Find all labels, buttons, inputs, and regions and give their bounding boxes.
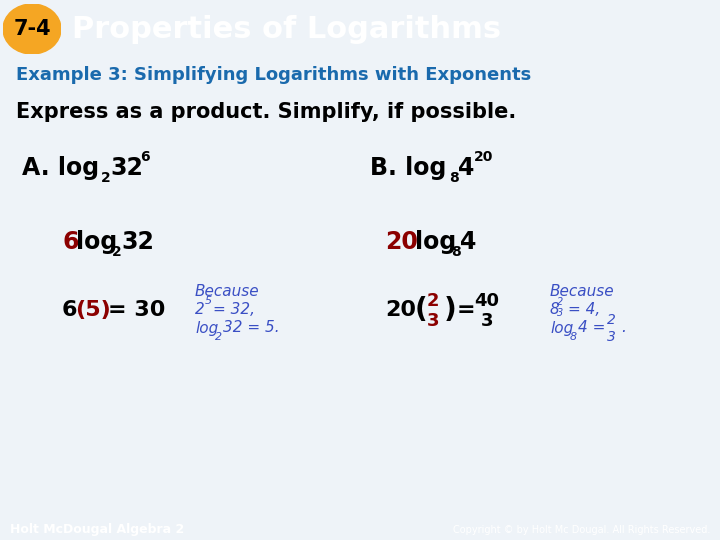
Text: 32 = 5.: 32 = 5.	[223, 321, 279, 335]
Ellipse shape	[3, 4, 61, 54]
Text: 20: 20	[474, 150, 493, 164]
Text: 2: 2	[215, 332, 222, 342]
Text: 2: 2	[101, 171, 111, 185]
Text: 6: 6	[62, 300, 78, 320]
Text: 3: 3	[427, 312, 439, 330]
Text: Holt McDougal Algebra 2: Holt McDougal Algebra 2	[10, 523, 184, 537]
Text: 2: 2	[557, 297, 563, 307]
Text: 2: 2	[606, 313, 616, 327]
Text: Properties of Logarithms: Properties of Logarithms	[72, 15, 501, 44]
Text: 5: 5	[205, 296, 212, 306]
Text: 8: 8	[449, 171, 459, 185]
Text: Express as a product. Simplify, if possible.: Express as a product. Simplify, if possi…	[16, 102, 516, 122]
Text: 2: 2	[112, 245, 122, 259]
Text: 3: 3	[481, 312, 493, 330]
Text: 8: 8	[550, 302, 559, 318]
Text: 6: 6	[62, 230, 78, 254]
Text: = 30: = 30	[108, 300, 166, 320]
Text: 32: 32	[110, 156, 143, 180]
Text: (: (	[415, 296, 428, 324]
Text: .: .	[621, 321, 626, 335]
Text: log: log	[195, 321, 218, 335]
Text: log: log	[550, 321, 573, 335]
Text: 6: 6	[140, 150, 150, 164]
Text: =: =	[457, 300, 476, 320]
Text: log: log	[415, 230, 456, 254]
Text: 32: 32	[121, 230, 154, 254]
Text: 8: 8	[570, 332, 577, 342]
Text: 20: 20	[385, 300, 416, 320]
Text: 3: 3	[606, 330, 616, 344]
Text: 4: 4	[460, 230, 477, 254]
Text: 7-4: 7-4	[13, 19, 51, 39]
Text: Because: Because	[195, 285, 260, 300]
Text: A. log: A. log	[22, 156, 99, 180]
Text: B. log: B. log	[370, 156, 446, 180]
Text: 8: 8	[451, 245, 461, 259]
Text: 40: 40	[474, 292, 500, 310]
Text: = 4,: = 4,	[568, 302, 600, 318]
Text: 20: 20	[385, 230, 418, 254]
Text: 3: 3	[557, 308, 563, 318]
Text: 2: 2	[427, 292, 439, 310]
Text: Copyright © by Holt Mc Dougal. All Rights Reserved.: Copyright © by Holt Mc Dougal. All Right…	[453, 525, 710, 535]
Text: (5): (5)	[75, 300, 111, 320]
Text: Example 3: Simplifying Logarithms with Exponents: Example 3: Simplifying Logarithms with E…	[16, 66, 531, 84]
Text: Because: Because	[550, 285, 615, 300]
Text: 4 =: 4 =	[578, 321, 606, 335]
Text: log: log	[76, 230, 117, 254]
Text: = 32,: = 32,	[213, 302, 255, 318]
Text: 4: 4	[458, 156, 474, 180]
Text: 2: 2	[195, 302, 204, 318]
Text: ): )	[444, 296, 456, 324]
